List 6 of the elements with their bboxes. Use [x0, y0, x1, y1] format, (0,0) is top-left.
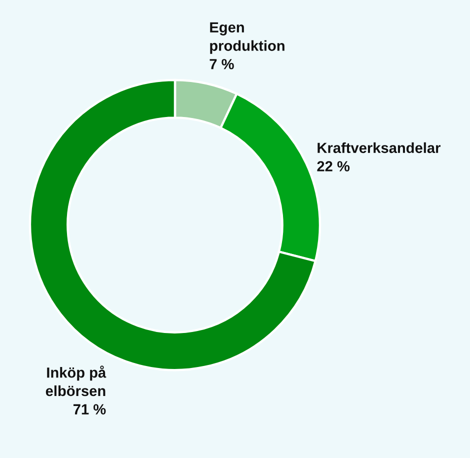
slice-label: Egen produktion [210, 22, 284, 54]
data-label: 22 % [317, 161, 350, 172]
slice-label: Kraftverksandelar [318, 142, 440, 154]
data-label: 7 % [210, 59, 234, 70]
slice-label: Inköp på elbörsen [46, 366, 106, 396]
data-label: 71 % [73, 404, 106, 414]
